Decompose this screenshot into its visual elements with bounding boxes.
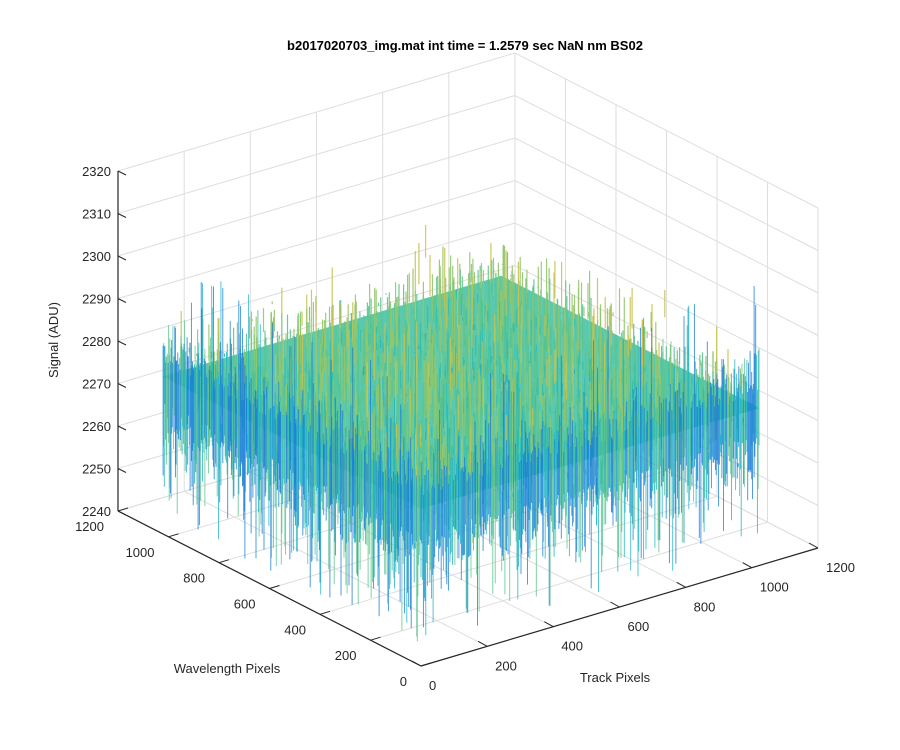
x-tick xyxy=(477,640,488,647)
grid-line-z xyxy=(117,222,819,379)
signal-surface xyxy=(162,225,760,642)
z-tick xyxy=(117,170,127,176)
x-tick-label: 200 xyxy=(495,658,517,673)
y-axis-label: Wavelength Pixels xyxy=(174,661,281,676)
z-tick-label: 2240 xyxy=(82,504,111,519)
y-tick-label: 0 xyxy=(400,674,407,689)
z-tick xyxy=(117,255,127,261)
grid-line-z xyxy=(117,179,819,336)
z-axis-label: Signal (ADU) xyxy=(46,302,61,378)
z-tick xyxy=(117,340,127,346)
y-tick-label: 1200 xyxy=(75,519,104,534)
x-tick-label: 1200 xyxy=(826,560,855,575)
grid-line-z xyxy=(117,137,819,294)
y-tick-labels: 0 200 400 600 800 1000 1200 xyxy=(75,519,407,689)
grid-line-z xyxy=(117,94,819,251)
z-tick-label: 2300 xyxy=(82,249,111,264)
x-tick-labels: 0 200 400 600 800 1000 1200 xyxy=(429,560,855,693)
z-tick-label: 2260 xyxy=(82,419,111,434)
y-tick xyxy=(168,533,179,538)
y-tick xyxy=(218,559,230,564)
x-tick xyxy=(808,542,819,549)
x-tick xyxy=(544,621,554,628)
x-tick-label: 600 xyxy=(628,619,650,634)
y-tick xyxy=(269,585,280,589)
tick-marks xyxy=(117,170,819,667)
x-tick-label: 800 xyxy=(694,599,716,614)
y-tick-label: 800 xyxy=(183,571,205,586)
z-tick xyxy=(117,383,127,388)
z-tick xyxy=(117,468,127,473)
x-tick-label: 0 xyxy=(429,678,436,693)
z-tick-labels: 2240 2250 2260 2270 2280 2290 2300 2310 2320 xyxy=(82,164,111,519)
grid-line-z xyxy=(117,52,819,209)
y-tick xyxy=(319,610,331,615)
x-axis-label: Track Pixels xyxy=(580,670,651,685)
z-tick-label: 2270 xyxy=(82,377,111,392)
y-tick xyxy=(370,636,381,641)
z-tick xyxy=(117,298,127,303)
x-tick-label: 400 xyxy=(561,639,583,654)
z-tick xyxy=(117,425,127,431)
x-tick xyxy=(610,601,620,608)
x-tick xyxy=(411,660,422,667)
z-tick-label: 2290 xyxy=(82,292,111,307)
z-tick-label: 2250 xyxy=(82,462,111,477)
y-tick-label: 400 xyxy=(284,622,306,637)
z-tick-label: 2320 xyxy=(82,164,111,179)
z-tick-label: 2310 xyxy=(82,207,111,222)
z-tick xyxy=(117,510,127,516)
x-tick-label: 1000 xyxy=(760,580,789,595)
z-tick-label: 2280 xyxy=(82,334,111,349)
z-tick xyxy=(117,213,127,218)
y-tick-label: 200 xyxy=(335,648,357,663)
y-tick xyxy=(420,662,432,667)
x-tick xyxy=(676,581,686,588)
x-tick xyxy=(742,562,753,569)
chart-title: b2017020703_img.mat int time = 1.2579 se… xyxy=(287,38,643,53)
y-tick-label: 600 xyxy=(234,597,256,612)
y-tick-label: 1000 xyxy=(126,545,155,560)
y-tick xyxy=(117,507,129,512)
